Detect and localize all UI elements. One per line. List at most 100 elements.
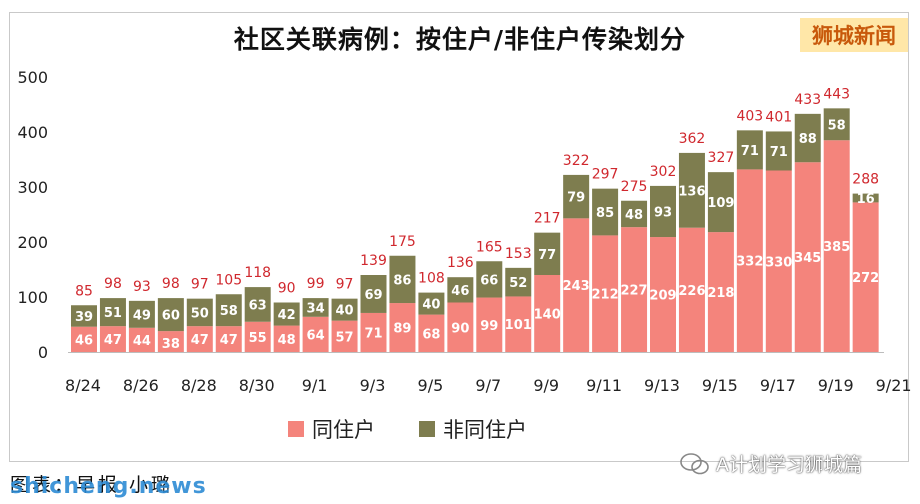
bar-household [476, 297, 503, 352]
chart-legend: 同住户 非同住户 [288, 414, 571, 444]
bar-non-household [273, 302, 300, 326]
wechat-icon [680, 452, 709, 474]
data-label-total: 99 [307, 276, 325, 292]
bar-non-household [823, 108, 850, 141]
bar-household [505, 296, 532, 352]
bar-non-household [736, 130, 763, 170]
x-tick-label: 9/11 [586, 376, 622, 395]
data-label-household: 212 [592, 288, 619, 303]
bar-non-household [418, 292, 445, 315]
bar-household [331, 320, 358, 352]
legend-swatch-non-household [419, 421, 435, 437]
data-label-total: 85 [75, 283, 93, 299]
bar-non-household [360, 275, 387, 313]
bar-household [592, 235, 619, 352]
data-label-non-household: 48 [625, 208, 643, 223]
x-tick-label: 9/9 [533, 376, 559, 395]
bar-non-household [389, 255, 416, 304]
data-label-total: 97 [191, 277, 209, 293]
data-label-household: 218 [707, 286, 734, 301]
data-label-total: 275 [621, 179, 648, 195]
data-label-total: 118 [244, 265, 271, 281]
legend-label-non-household: 非同住户 [443, 418, 527, 442]
data-label-non-household: 86 [393, 273, 411, 288]
data-label-non-household: 66 [480, 273, 498, 288]
bar-household [852, 202, 879, 352]
x-tick-label: 9/7 [475, 376, 501, 395]
data-label-non-household: 88 [799, 132, 817, 147]
data-label-non-household: 63 [249, 298, 267, 313]
data-label-household: 209 [649, 289, 676, 304]
bar-household [273, 325, 300, 352]
data-label-non-household: 58 [220, 304, 238, 319]
bar-non-household [186, 298, 213, 327]
data-label-total: 217 [534, 211, 561, 227]
data-label-non-household: 85 [596, 206, 614, 221]
data-label-total: 93 [133, 279, 151, 295]
data-label-household: 47 [191, 333, 209, 348]
x-tick-label: 9/13 [644, 376, 680, 395]
data-label-total: 97 [336, 277, 354, 293]
legend-swatch-household [288, 421, 304, 437]
y-tick-label: 100 [17, 288, 48, 307]
x-tick-label: 9/19 [818, 376, 854, 395]
data-label-total: 362 [679, 131, 706, 147]
data-label-non-household: 16 [857, 192, 875, 207]
bar-non-household [765, 131, 792, 171]
bar-household [186, 326, 213, 352]
data-label-total: 139 [360, 253, 387, 269]
x-tick-label: 8/28 [181, 376, 217, 395]
bar-household [823, 140, 850, 352]
bar-non-household [128, 300, 155, 328]
bar-household [71, 326, 97, 352]
data-label-non-household: 42 [278, 308, 296, 323]
data-label-non-household: 60 [162, 309, 180, 324]
source-caption: 图表：早报 小璐 [10, 474, 174, 496]
data-label-total: 297 [592, 167, 619, 183]
bar-non-household [621, 200, 648, 228]
data-label-household: 99 [480, 319, 498, 334]
data-label-household: 68 [422, 327, 440, 342]
bar-non-household [447, 277, 474, 303]
data-label-total: 153 [505, 246, 532, 262]
x-tick-label: 9/17 [760, 376, 796, 395]
data-label-total: 98 [104, 276, 122, 292]
bar-non-household [650, 185, 676, 238]
data-label-household: 330 [765, 255, 792, 270]
y-tick-label: 0 [38, 343, 48, 362]
data-label-total: 90 [278, 281, 296, 297]
data-label-household: 57 [336, 330, 354, 345]
bar-household [794, 162, 821, 352]
data-label-total: 322 [563, 153, 590, 169]
y-tick-label: 500 [17, 68, 48, 87]
bar-non-household [852, 193, 879, 203]
x-tick-label: 8/24 [65, 376, 101, 395]
data-label-non-household: 34 [307, 301, 325, 316]
bar-non-household [678, 152, 705, 228]
data-label-non-household: 58 [828, 118, 846, 133]
data-label-non-household: 69 [364, 288, 382, 303]
data-label-household: 90 [451, 321, 469, 336]
data-label-non-household: 71 [770, 145, 788, 160]
data-label-non-household: 136 [678, 184, 705, 199]
data-label-household: 38 [162, 337, 180, 352]
data-label-household: 47 [104, 333, 122, 348]
bar-household [157, 331, 184, 352]
bar-household [765, 170, 792, 352]
bar-non-household [302, 298, 329, 317]
data-label-total: 165 [476, 239, 503, 255]
bar-non-household [794, 113, 821, 163]
site-watermark: shicheng.news [10, 474, 207, 499]
data-label-non-household: 40 [422, 298, 440, 313]
bar-household [447, 302, 474, 352]
data-label-total: 105 [215, 272, 242, 288]
bar-non-household [592, 188, 619, 236]
x-tick-label: 8/30 [239, 376, 275, 395]
bar-household [215, 326, 242, 352]
data-label-household: 55 [249, 331, 267, 346]
legend-item-household: 同住户 [288, 414, 375, 444]
bar-household [736, 169, 763, 352]
data-label-household: 47 [220, 333, 238, 348]
data-label-total: 443 [823, 86, 850, 102]
bar-non-household [331, 298, 358, 321]
